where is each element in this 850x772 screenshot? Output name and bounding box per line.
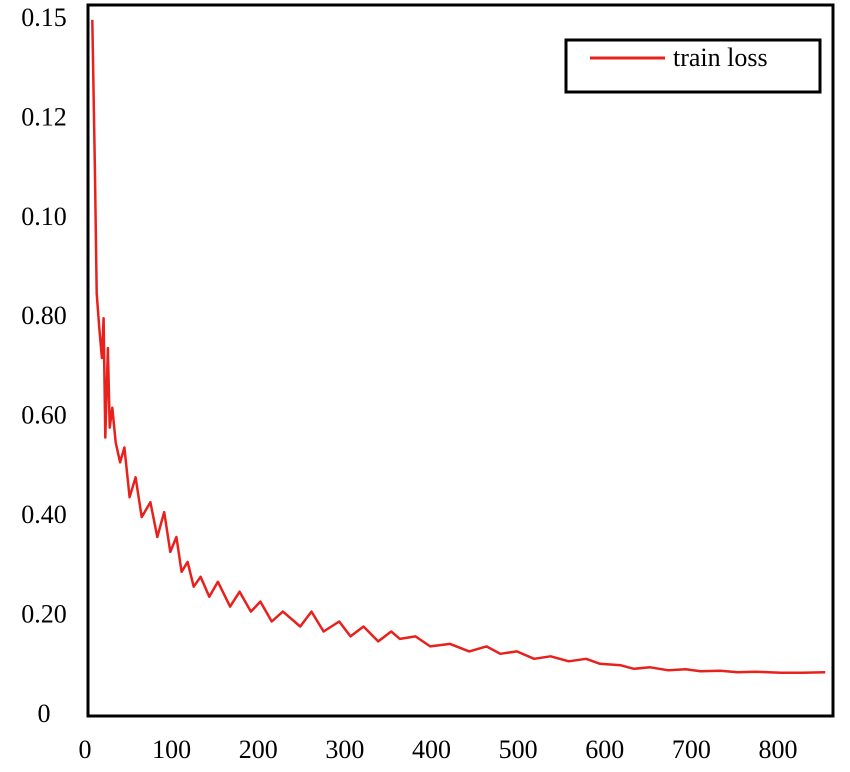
y-tick-label: 0	[38, 699, 51, 728]
y-tick-label: 0.10	[21, 202, 67, 231]
x-tick-label: 400	[412, 735, 451, 764]
y-tick-label: 0.15	[21, 3, 67, 32]
y-tick-label: 0.40	[21, 500, 67, 529]
x-tick-label: 0	[79, 735, 92, 764]
x-tick-label: 100	[152, 735, 191, 764]
loss-line	[91, 19, 826, 674]
legend-label: train loss	[673, 43, 768, 72]
y-tick-label: 0.80	[21, 301, 67, 330]
x-tick-label: 200	[239, 735, 278, 764]
y-tick-label: 0.20	[21, 600, 67, 629]
y-tick-label: 0.12	[21, 102, 67, 131]
x-tick-label: 300	[325, 735, 364, 764]
x-tick-label: 700	[672, 735, 711, 764]
x-tick-label: 600	[585, 735, 624, 764]
x-tick-label: 500	[499, 735, 538, 764]
x-tick-label: 800	[759, 735, 798, 764]
plot-frame	[86, 3, 835, 718]
legend-box	[564, 38, 822, 94]
y-tick-label: 0.60	[21, 401, 67, 430]
